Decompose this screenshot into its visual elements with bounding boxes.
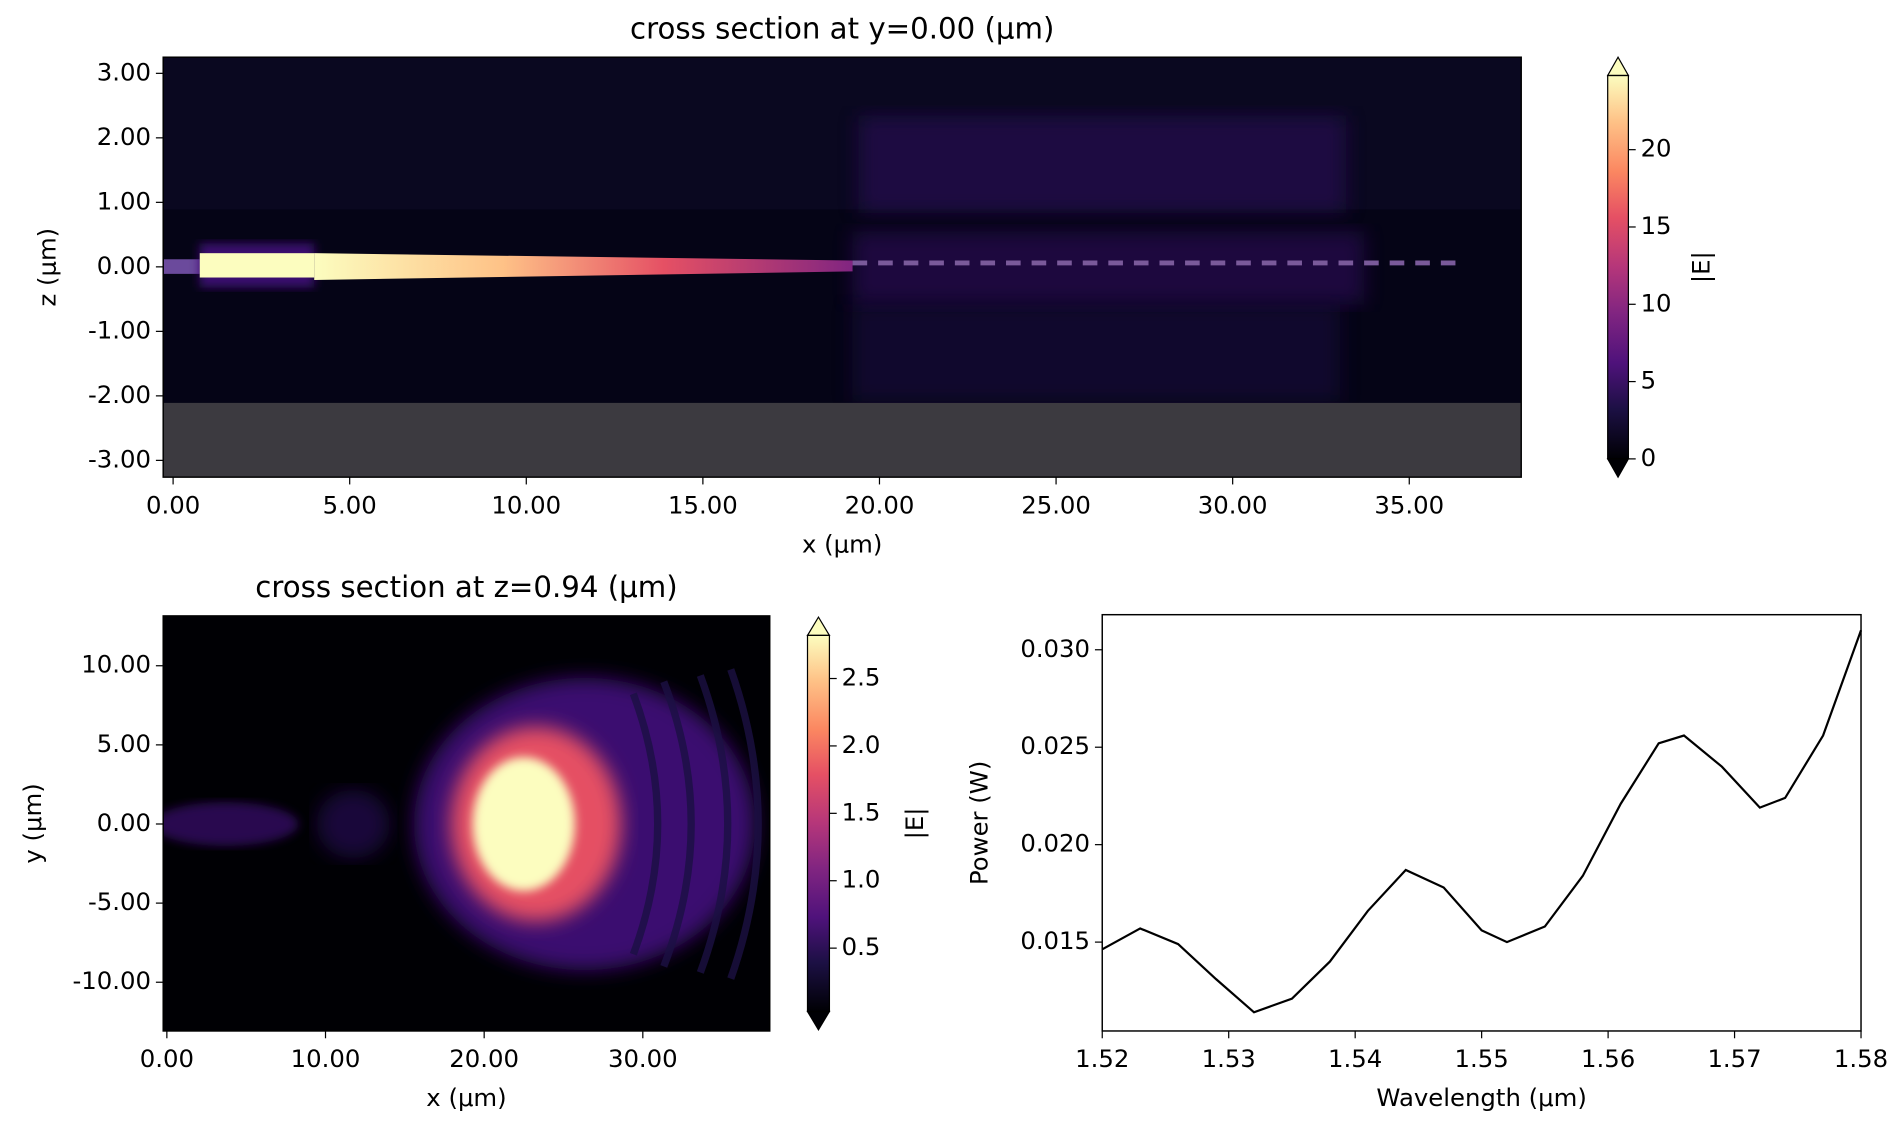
y-tick-label: -5.00 [88,887,151,916]
x-axis-label: x (μm) [426,1083,506,1112]
x-tick-label: 20.00 [845,490,915,519]
y-tick-label: 0.020 [1020,829,1090,858]
y-tick-label: 3.00 [97,57,151,86]
x-tick-label: 10.00 [491,490,561,519]
colorbar-extend [806,615,831,636]
colorbar-tick-label: 10 [1641,288,1672,317]
y-tick-label: 0.030 [1020,634,1090,663]
x-tick-label: 1.52 [1075,1044,1129,1073]
field-image [163,615,770,1031]
y-tick-label: -1.00 [88,315,151,344]
x-tick-label: 5.00 [323,490,377,519]
colorbar-tick-label: 15 [1641,211,1672,240]
chart-title: cross section at z=0.94 (μm) [255,570,677,604]
x-tick-label: 30.00 [1198,490,1268,519]
x-tick-label: 1.53 [1202,1044,1256,1073]
axes-frame [1101,613,1862,1032]
chart-title: cross section at y=0.00 (μm) [630,11,1054,45]
x-tick-label: 0.00 [140,1044,194,1073]
axes-frame [162,615,771,1032]
colorbar-tick-label: 2.5 [842,663,881,692]
y-tick-label: -3.00 [88,444,151,473]
y-tick-label: 10.00 [81,650,151,679]
x-tick-label: 20.00 [449,1044,519,1073]
x-axis-label: Wavelength (μm) [1376,1083,1586,1112]
colorbar-label: |E| [900,808,929,840]
colorbar-tick-label: 1.5 [842,797,881,826]
colorbar-frame [1607,74,1630,460]
y-axis-label: z (μm) [33,228,62,307]
colorbar-tick-label: 1.0 [842,865,881,894]
y-tick-label: 0.015 [1020,926,1090,955]
y-axis-label: Power (W) [964,761,993,885]
colorbar-tick-label: 0 [1641,443,1657,472]
line-series [1101,629,1863,1014]
colorbar [807,635,830,1012]
x-tick-label: 1.57 [1707,1044,1761,1073]
x-tick-label: 1.55 [1455,1044,1509,1073]
colorbar-tick-label: 0.5 [842,932,881,961]
y-tick-label: 0.025 [1020,731,1090,760]
x-tick-label: 30.00 [608,1044,678,1073]
y-tick-label: 0.00 [97,808,151,837]
colorbar-extend [1606,55,1630,77]
colorbar-tick-label: 2.0 [842,730,881,759]
y-tick-label: 1.00 [97,186,151,215]
x-tick-label: 0.00 [146,490,200,519]
colorbar-tick-label: 20 [1641,134,1672,163]
x-tick-label: 15.00 [668,490,738,519]
x-tick-label: 1.58 [1834,1044,1888,1073]
colorbar-tick-label: 5 [1641,366,1657,395]
x-tick-label: 10.00 [291,1044,361,1073]
x-tick-label: 1.54 [1328,1044,1382,1073]
y-tick-label: -2.00 [88,380,151,409]
y-tick-label: 0.00 [97,251,151,280]
x-tick-label: 35.00 [1374,490,1444,519]
colorbar [1607,75,1629,459]
y-tick-label: 2.00 [97,122,151,151]
x-tick-label: 1.56 [1581,1044,1635,1073]
y-tick-label: -10.00 [73,966,152,995]
y-axis-label: y (μm) [18,783,47,863]
colorbar-label: |E| [1687,251,1716,283]
field-image [163,57,1522,478]
colorbar-extend [806,1010,831,1031]
x-axis-label: x (μm) [802,529,882,558]
x-tick-label: 25.00 [1021,490,1091,519]
colorbar-frame [806,634,831,1013]
axes-frame [162,56,1522,478]
colorbar-extend [1606,458,1630,479]
y-tick-label: 5.00 [97,729,151,758]
